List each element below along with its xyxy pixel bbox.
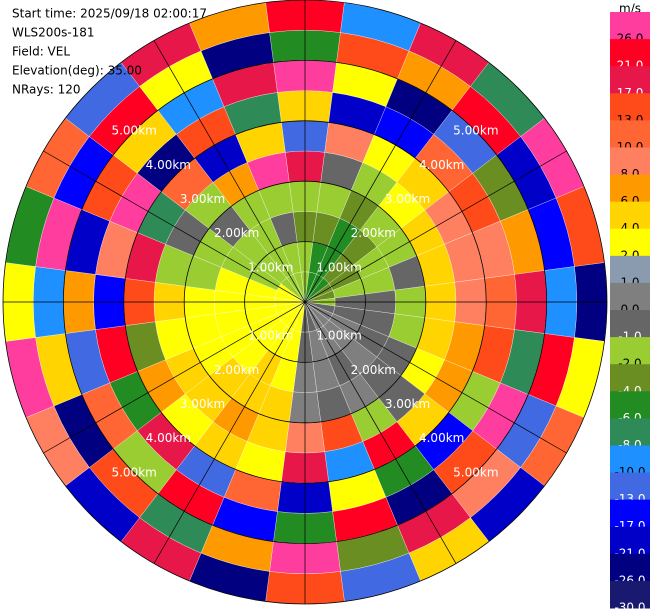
range-label: 2.00km — [214, 226, 259, 240]
range-ring — [183, 180, 427, 424]
colorbar-cell — [610, 282, 650, 311]
range-label: 5.00km — [111, 465, 156, 479]
colorbar-cell — [610, 310, 650, 338]
range-label: 3.00km — [180, 397, 225, 411]
range-label: 2.00km — [214, 363, 259, 377]
colorbar-cell — [610, 472, 650, 501]
header-line: Start time: 2025/09/18 02:00:17 — [12, 7, 207, 21]
colorbar-cell — [610, 93, 650, 121]
range-label: 4.00km — [146, 158, 191, 172]
header-line: Elevation(deg): 35.00 — [12, 64, 142, 78]
colorbar-cell — [610, 391, 650, 419]
spoke — [304, 40, 457, 303]
range-ring — [2, 0, 608, 605]
colorbar-cell — [610, 364, 650, 392]
ppi-cells — [2, 0, 608, 605]
range-label: 3.00km — [385, 397, 430, 411]
spoke — [153, 301, 306, 564]
colorbar-cell — [610, 580, 650, 609]
header-line: WLS200s-181 — [12, 26, 95, 40]
colorbar-cell — [610, 12, 650, 40]
colorbar-cell — [610, 553, 650, 582]
range-ring — [62, 59, 548, 545]
colorbar-cell — [610, 255, 650, 284]
spoke — [43, 301, 306, 454]
range-label: 2.00km — [351, 363, 396, 377]
spoke — [153, 40, 306, 303]
range-label: 4.00km — [146, 431, 191, 445]
range-label: 1.00km — [316, 329, 361, 343]
range-label: 5.00km — [111, 124, 156, 138]
range-ring — [123, 120, 487, 484]
colorbar-tick-label: -30.0 — [614, 601, 645, 610]
spoke — [43, 150, 306, 303]
range-label: 3.00km — [180, 192, 225, 206]
colorbar-cell — [610, 228, 650, 257]
colorbar-cell — [610, 526, 650, 555]
range-label: 1.00km — [248, 260, 293, 274]
header-line: NRays: 120 — [12, 83, 81, 97]
range-label: 1.00km — [316, 260, 361, 274]
spoke — [304, 301, 567, 454]
colorbar-cell — [610, 39, 650, 67]
spoke — [304, 301, 457, 564]
range-label: 1.00km — [248, 329, 293, 343]
range-label: 5.00km — [453, 465, 498, 479]
colorbar-cell — [610, 201, 650, 230]
colorbar-cell — [610, 120, 650, 148]
colorbar-cell — [610, 147, 650, 176]
range-label: 2.00km — [351, 226, 396, 240]
spoke — [304, 150, 567, 303]
colorbar-cell — [610, 174, 650, 203]
colorbar-cell — [610, 445, 650, 474]
header-line: Field: VEL — [12, 45, 70, 59]
range-label: 3.00km — [385, 192, 430, 206]
range-label: 4.00km — [419, 158, 464, 172]
colorbar-cell — [610, 66, 650, 94]
colorbar-cell — [610, 418, 650, 446]
colorbar-cell — [610, 337, 650, 365]
range-ring — [244, 241, 366, 363]
colorbar-cell — [610, 499, 650, 528]
range-label: 5.00km — [453, 124, 498, 138]
range-label: 4.00km — [419, 431, 464, 445]
